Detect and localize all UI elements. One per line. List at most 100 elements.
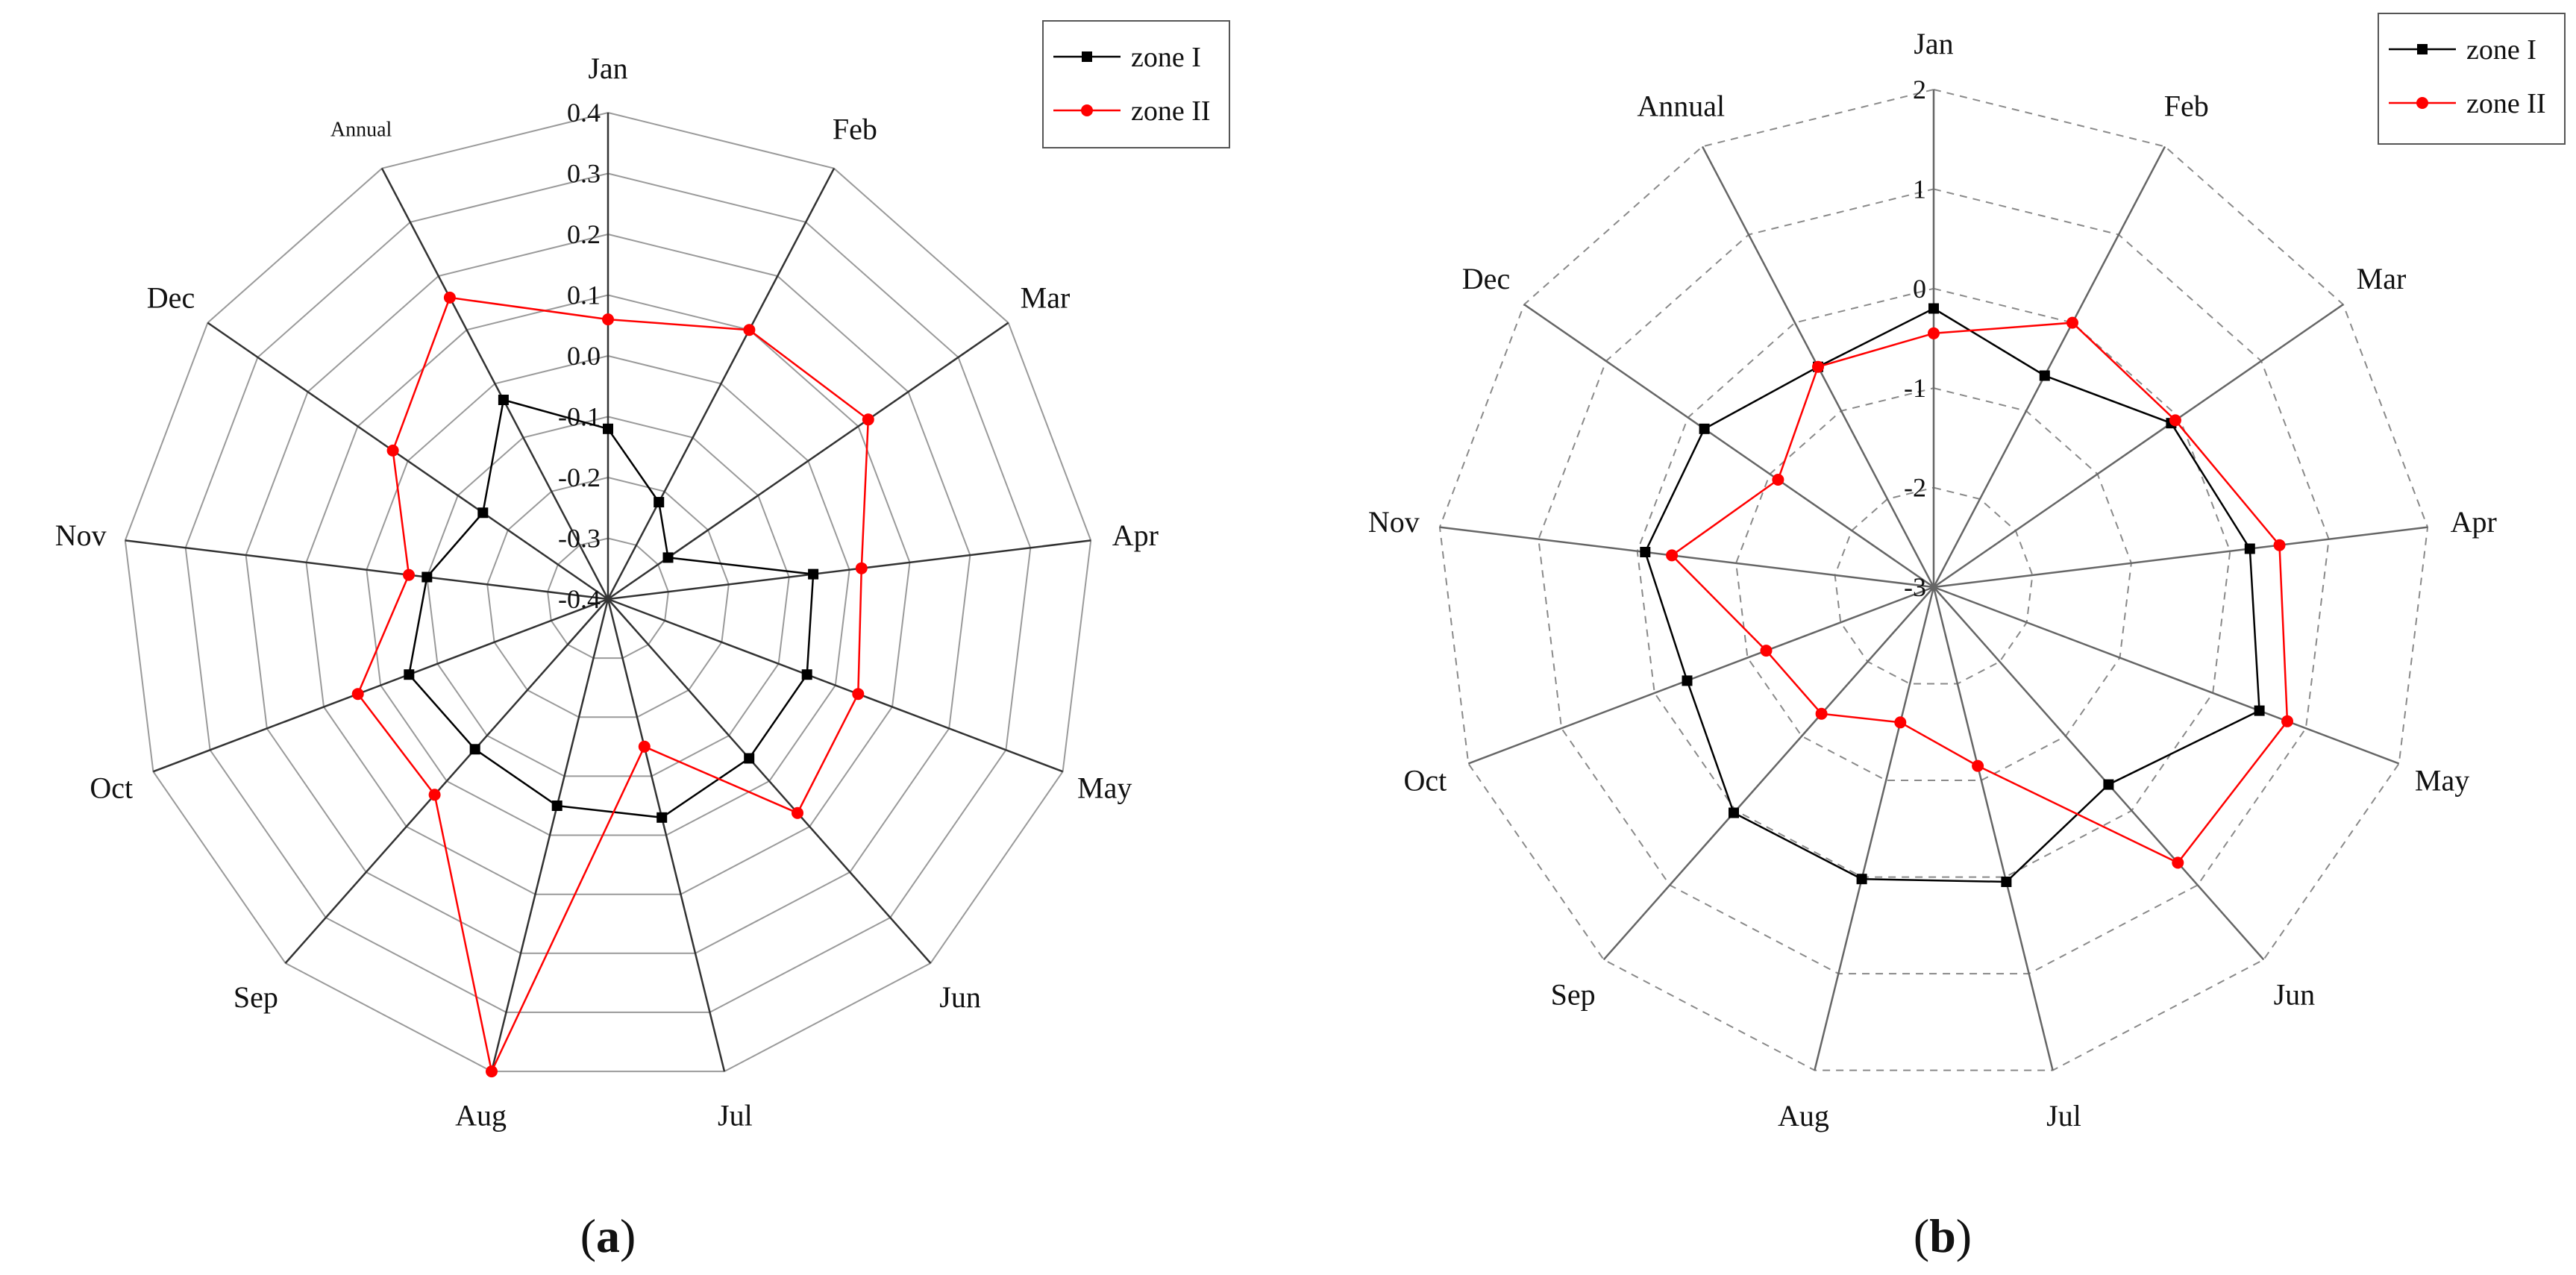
data-point-square (469, 744, 480, 755)
grid-ring (366, 354, 850, 836)
spoke (607, 598, 932, 964)
data-point-circle (638, 740, 651, 753)
grid-ring (1538, 188, 2330, 975)
spoke (490, 598, 609, 1072)
grid-ring (547, 537, 669, 660)
radial-tick-label: 0.0 (567, 341, 601, 371)
data-point-square (1729, 807, 1739, 818)
caption-b-letter: b (1929, 1209, 1956, 1262)
data-point-circle (852, 688, 865, 701)
spoke (607, 322, 1009, 601)
category-label: Feb (2164, 90, 2209, 123)
data-point-square (603, 423, 613, 434)
radial-tick-label: -0.4 (558, 584, 601, 614)
spoke (152, 598, 609, 773)
spoke (1933, 304, 2344, 589)
spoke (607, 598, 1064, 773)
category-label: Oct (1404, 764, 1447, 798)
category-label: Sep (1551, 978, 1596, 1012)
legend-label: zone II (2466, 88, 2546, 119)
data-point-square (551, 801, 562, 811)
spoke (607, 168, 836, 600)
radial-tick-label: 1 (1913, 174, 1926, 204)
spoke (1467, 586, 1934, 765)
data-point-circle (351, 688, 364, 701)
radial-tick-label: -1 (1904, 373, 1926, 403)
spoke (1933, 586, 2400, 765)
spoke (607, 598, 726, 1072)
radial-tick-label: 0.3 (567, 159, 601, 189)
category-label: May (2415, 764, 2469, 798)
data-point-circle (855, 562, 868, 574)
radial-tick-label: -0.3 (558, 524, 601, 554)
data-point-circle (1666, 549, 1679, 562)
data-point-circle (1812, 360, 1824, 373)
spoke (1932, 145, 2166, 588)
data-point-circle (2066, 316, 2078, 329)
legend-label: zone II (1131, 95, 1211, 127)
data-point-circle (792, 806, 803, 819)
legend-box (2378, 13, 2566, 145)
legend-box (1042, 20, 1230, 148)
series-line (1643, 307, 2260, 883)
data-point-square (2244, 543, 2255, 554)
legend-label: zone I (1131, 42, 1201, 73)
spoke (380, 168, 609, 600)
data-point-square (1640, 547, 1651, 557)
category-label: Apr (2451, 505, 2497, 539)
grid-ring (486, 476, 730, 718)
category-label: Nov (55, 519, 107, 552)
spoke (1933, 526, 2428, 589)
legend-label: zone I (2466, 34, 2536, 66)
category-label: Jul (2046, 1099, 2081, 1133)
category-label: Dec (147, 281, 195, 315)
caption-a-letter: a (596, 1209, 620, 1262)
radial-tick-label: -2 (1904, 473, 1926, 503)
radial-tick-label: 2 (1913, 75, 1926, 104)
data-point-square (498, 395, 509, 405)
category-label: Annual (1637, 90, 1725, 123)
series-line (407, 398, 815, 819)
data-point-circle (386, 444, 399, 457)
data-point-circle (2172, 856, 2184, 869)
spoke (1602, 586, 1934, 961)
spoke (1439, 526, 1934, 589)
caption-a: (a) (580, 1209, 636, 1262)
data-point-square (404, 669, 415, 680)
data-point-circle (443, 291, 456, 304)
data-point-circle (486, 1065, 498, 1078)
spoke (1932, 586, 2054, 1071)
category-label: Nov (1368, 505, 1420, 539)
legend-marker-square (2417, 44, 2428, 54)
category-label: Jun (939, 980, 981, 1014)
series-line (357, 296, 870, 1075)
data-point-circle (1928, 327, 1940, 339)
radial-tick-label: 0 (1913, 274, 1926, 304)
grid-ring (1636, 287, 2231, 878)
data-point-circle (862, 413, 874, 426)
radial-tick-label: 0.1 (567, 281, 601, 310)
grid-ring (426, 416, 790, 777)
category-label: May (1077, 771, 1132, 805)
radial-tick-label: 0.4 (567, 98, 601, 128)
grid-ring (1834, 486, 2034, 685)
data-point-square (2103, 779, 2114, 790)
radial-tick-label: -3 (1904, 572, 1926, 602)
grid-ring (1438, 88, 2429, 1071)
category-label: Jul (718, 1098, 753, 1132)
series-line (1670, 322, 2289, 864)
spoke (1933, 586, 2265, 961)
data-point-circle (602, 313, 614, 326)
data-point-circle (1815, 707, 1828, 720)
data-point-square (654, 497, 665, 508)
data-point-square (1928, 303, 1939, 314)
data-point-square (422, 571, 433, 583)
radar-chart-a: 0.40.30.20.10.0-0.1-0.2-0.3-0.4JanFebMar… (55, 20, 1230, 1132)
category-label: Mar (1021, 281, 1071, 315)
category-label: Dec (1462, 262, 1510, 295)
radial-tick-label: -0.2 (558, 463, 601, 492)
category-label: Feb (833, 113, 877, 146)
category-label: Jun (2274, 978, 2316, 1012)
category-label: Apr (1112, 519, 1159, 552)
category-label: Jan (588, 51, 627, 85)
